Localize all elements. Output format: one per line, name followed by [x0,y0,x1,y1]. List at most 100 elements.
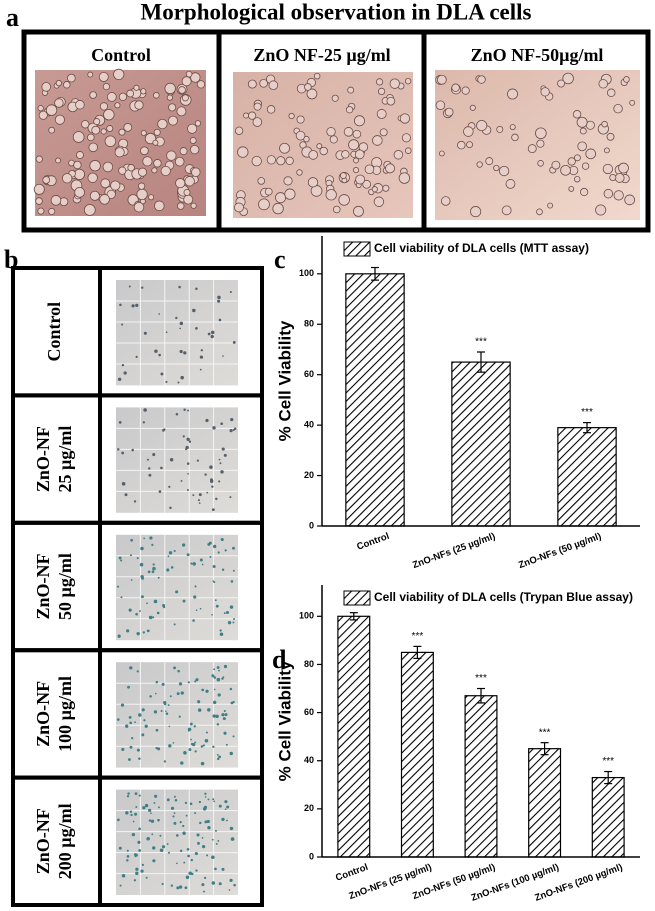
cell [172,815,175,818]
cell [203,876,207,880]
cell [206,819,210,824]
cell [217,295,221,300]
cell [332,205,341,214]
cell [212,798,215,801]
x-tick-label: ZnO-NFs (50 µg/ml) [517,531,603,571]
cell [118,421,122,424]
cell [139,610,141,612]
cell [148,808,152,812]
cell [143,719,146,722]
cell [215,842,218,845]
cell [150,812,152,815]
cell [173,666,176,670]
cell [118,92,128,101]
cell [134,812,138,816]
cell [152,846,156,850]
cell [50,195,62,206]
cell [211,855,215,860]
cell [377,87,386,96]
cell [186,847,190,851]
cell [73,160,82,170]
cell [364,164,375,175]
cell [177,202,185,210]
cell [551,160,561,170]
cell [161,682,165,686]
cell [326,127,336,137]
y-tick-label: 100 [299,611,314,621]
cell [221,568,225,571]
cell [133,879,137,882]
cell [183,408,186,411]
cell [186,462,190,465]
cell [444,107,454,117]
cell [629,99,636,106]
cell [537,160,544,167]
cell [113,68,125,81]
cell [185,70,193,78]
cell [230,418,234,422]
cell [536,139,545,148]
cell [609,173,617,182]
cell [220,422,223,425]
cell [220,470,224,474]
cell [124,493,128,497]
row-label: 100 µg/ml [55,676,75,752]
cell [199,558,203,562]
cell [211,508,215,512]
cell [135,871,139,876]
cell [624,194,636,206]
cell [159,834,162,837]
cell [131,448,134,452]
significance-label: *** [475,673,487,684]
cell [120,559,123,562]
cell [151,543,154,546]
cell [353,167,360,174]
cell [223,453,227,457]
cell [264,187,273,196]
cell [192,494,195,497]
cell [168,725,171,728]
y-tick-label: 80 [304,319,314,329]
cell [129,721,133,725]
cell [126,89,135,98]
cell [48,207,56,216]
cell [145,876,148,879]
cell [304,83,312,91]
cell [33,183,45,195]
cell [119,303,122,307]
hemocytometer-image [116,407,238,513]
cell [182,599,186,603]
cell [55,157,61,164]
cell [276,156,286,166]
cell [208,541,212,545]
cell [207,708,211,712]
cell [102,83,110,91]
cell [183,351,187,355]
cell [505,179,516,189]
cell [213,676,217,679]
cell [166,568,170,572]
cell [201,688,205,692]
cell [126,855,130,858]
cell [348,139,360,151]
cell [258,198,270,211]
cell [193,595,197,599]
cell [230,580,234,583]
cell [175,834,179,837]
cell [169,506,172,510]
cell [200,349,203,352]
cell [581,162,590,170]
cell [123,371,127,375]
cell [188,440,192,443]
cell [121,451,125,455]
cell [110,180,121,191]
cell [151,570,155,574]
cell [35,155,43,163]
cell [140,146,149,156]
cell [140,869,144,873]
cell [230,837,235,841]
cell [463,126,474,137]
cell [153,599,158,604]
cell [229,429,233,433]
cell [169,695,172,698]
